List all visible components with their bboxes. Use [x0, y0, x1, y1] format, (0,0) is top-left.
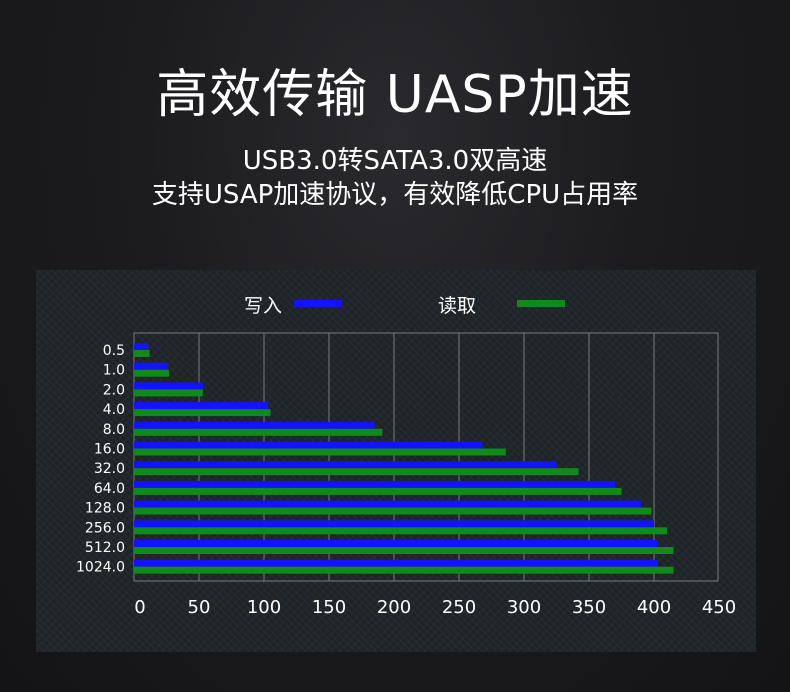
- y-tick-label: 512.0: [85, 540, 125, 556]
- chart-panel: 写入 读取 0.5 1.0 2.0 4.0 8.0 16.0 32.0 64.0 128.0 256…: [36, 270, 756, 652]
- bar-write-0.5: [134, 343, 149, 350]
- y-tick-label: 128.0: [85, 501, 125, 517]
- bar-write-64.0: [134, 480, 615, 488]
- bar-write-128.0: [134, 500, 641, 508]
- y-tick-label: 64.0: [94, 481, 125, 497]
- y-tick-label: 1.0: [103, 363, 125, 379]
- x-tick-label: 400: [637, 597, 671, 618]
- legend-swatch-write: [294, 300, 342, 307]
- chart-bars: [134, 343, 674, 574]
- bar-write-4.0: [134, 402, 268, 410]
- bar-write-1024.0: [134, 559, 658, 567]
- bar-read-512.0: [134, 547, 674, 554]
- bar-chart: 写入 读取 0.5 1.0 2.0 4.0 8.0 16.0 32.0 64.0 128.0 256…: [76, 295, 736, 618]
- bar-read-1.0: [134, 369, 170, 377]
- y-axis-labels: 0.5 1.0 2.0 4.0 8.0 16.0 32.0 64.0 128.0 256.0 512…: [76, 343, 125, 576]
- subtitle-line-1: USB3.0转SATA3.0双高速: [242, 146, 548, 176]
- x-tick-label: 450: [702, 597, 736, 618]
- bar-write-2.0: [134, 382, 203, 390]
- bar-write-32.0: [134, 461, 557, 469]
- subtitle-line-2: 支持USAP加速协议，有效降低CPU占用率: [151, 180, 639, 210]
- x-tick-label: 350: [572, 597, 606, 618]
- plot-frame: [133, 332, 719, 582]
- y-tick-label: 16.0: [94, 442, 125, 458]
- x-tick-label: 250: [442, 597, 476, 618]
- y-tick-label: 1024.0: [76, 560, 125, 576]
- bar-read-64.0: [134, 487, 622, 495]
- bar-read-8.0: [134, 428, 383, 436]
- x-tick-label: 50: [188, 597, 211, 618]
- bar-read-0.5: [134, 350, 150, 357]
- x-tick-label: 0: [134, 597, 145, 618]
- x-axis-labels: 0 50 100 150 200 250 300 350 400 450: [134, 597, 736, 618]
- x-tick-label: 200: [377, 597, 411, 618]
- bar-read-4.0: [134, 409, 271, 417]
- bar-write-16.0: [134, 441, 483, 449]
- bar-write-256.0: [134, 520, 654, 528]
- bar-read-2.0: [134, 389, 203, 397]
- x-tick-label: 100: [247, 597, 281, 618]
- y-tick-label: 256.0: [85, 520, 125, 536]
- bar-read-16.0: [134, 448, 506, 456]
- bar-read-1024.0: [134, 566, 674, 574]
- x-tick-label: 300: [507, 597, 541, 618]
- chart-legend: 写入 读取: [244, 295, 565, 317]
- y-tick-label: 32.0: [94, 461, 125, 477]
- y-tick-label: 8.0: [103, 422, 125, 438]
- bar-write-8.0: [134, 421, 375, 429]
- y-tick-label: 2.0: [103, 382, 125, 398]
- bar-read-32.0: [134, 468, 579, 476]
- bar-read-128.0: [134, 507, 652, 515]
- legend-swatch-read: [517, 300, 565, 307]
- chart-grid: [133, 332, 719, 582]
- y-tick-label: 4.0: [103, 402, 125, 418]
- bar-write-512.0: [134, 540, 658, 547]
- x-tick-label: 150: [312, 597, 346, 618]
- legend-label-read: 读取: [438, 295, 476, 317]
- legend-label-write: 写入: [244, 295, 282, 317]
- page-title: 高效传输 UASP加速: [156, 65, 634, 125]
- y-tick-label: 0.5: [103, 343, 125, 359]
- bar-write-1.0: [134, 362, 168, 370]
- bar-read-256.0: [134, 527, 667, 535]
